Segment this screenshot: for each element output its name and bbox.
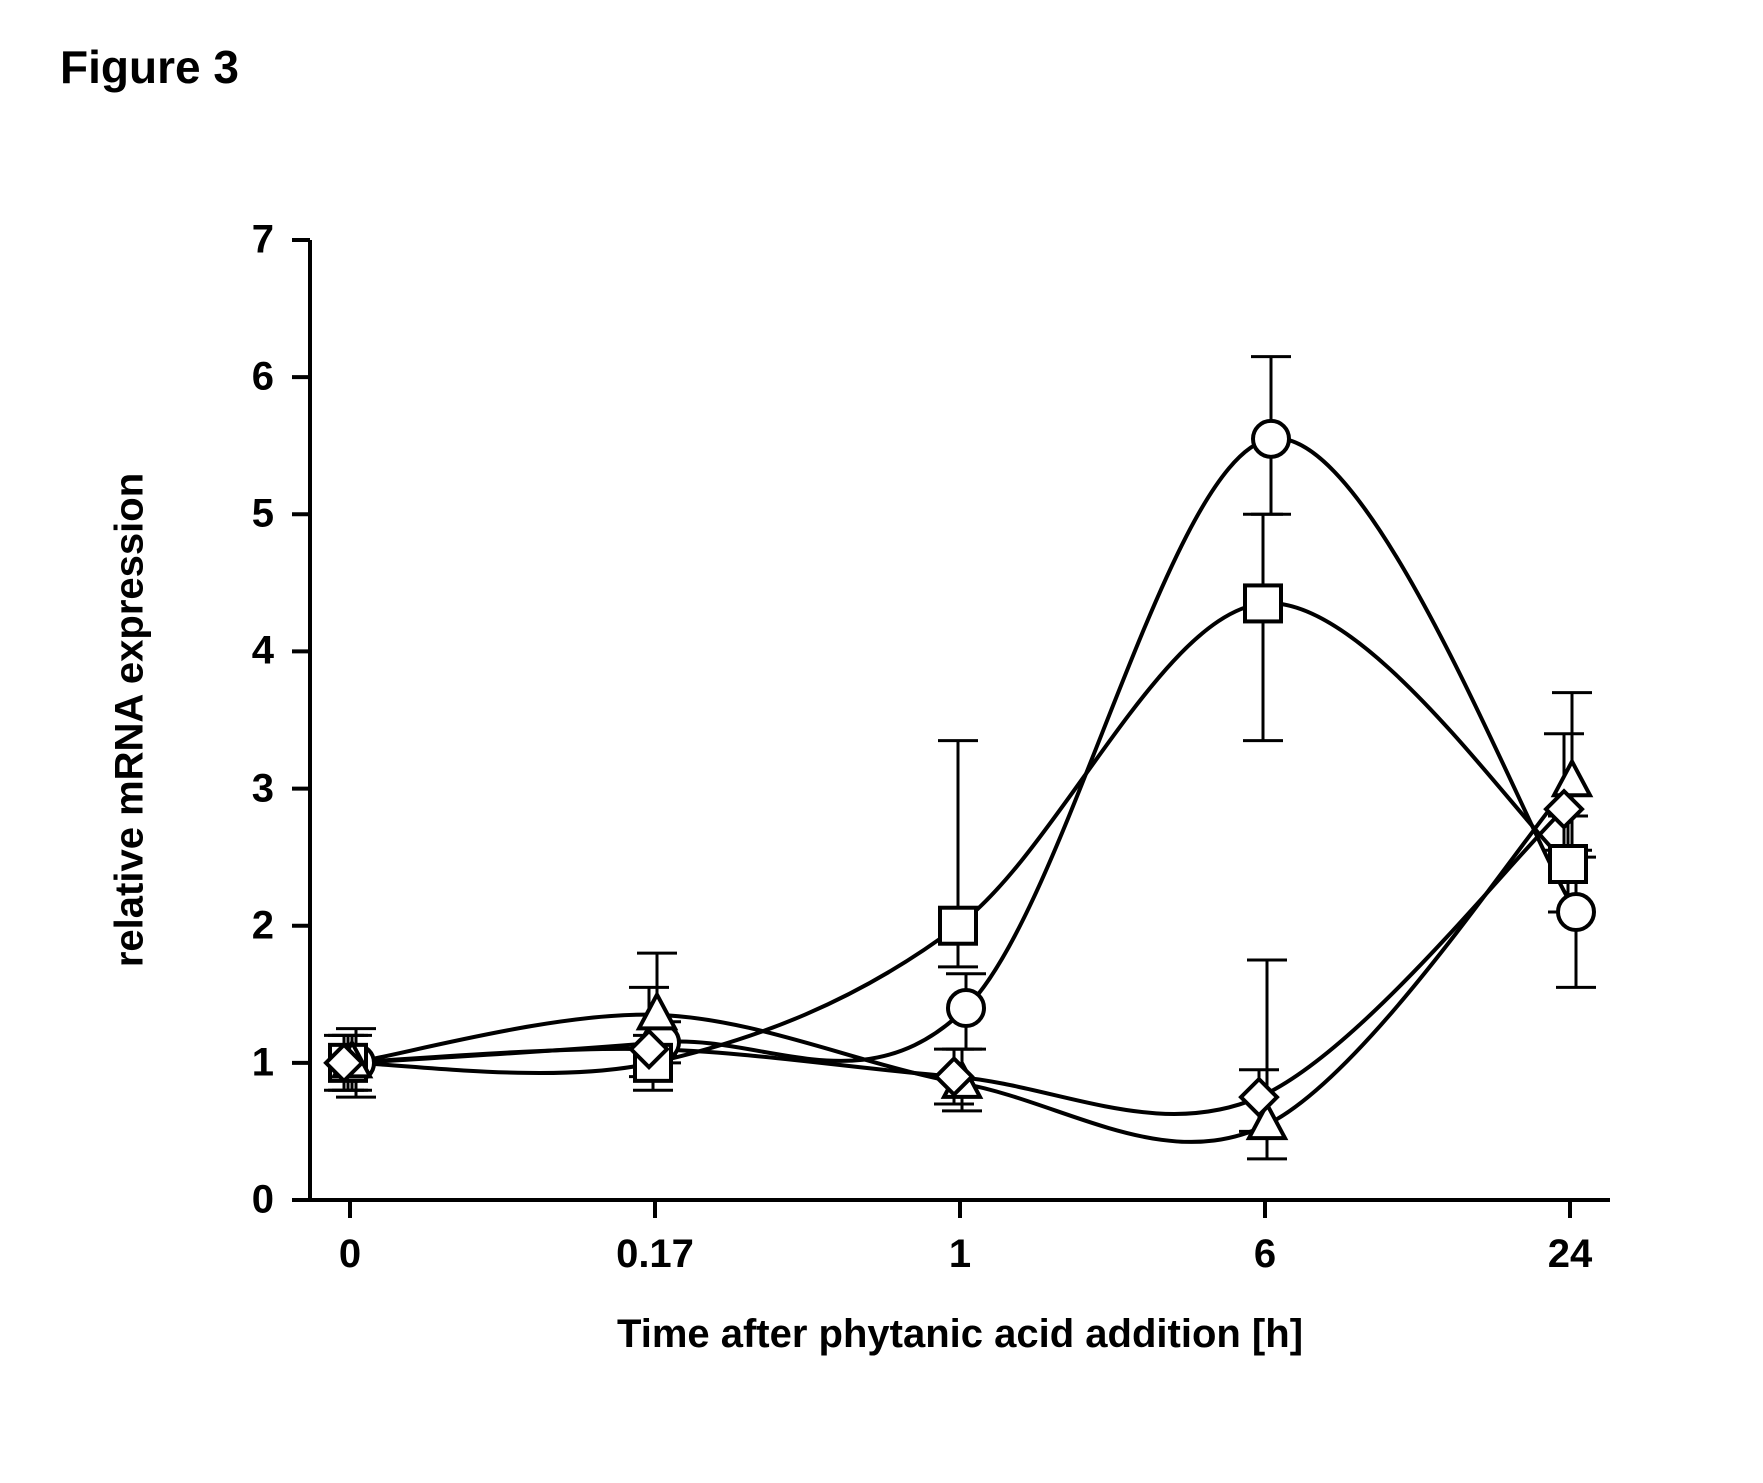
y-axis-label: relative mRNA expression [108, 473, 153, 967]
x-tick-label: 6 [1254, 1232, 1276, 1277]
y-tick-label: 3 [252, 766, 274, 811]
triangle-marker [1554, 761, 1590, 795]
y-tick-label: 4 [252, 629, 274, 674]
chart-svg [290, 230, 1640, 1220]
figure-title: Figure 3 [60, 40, 239, 94]
error-bars [324, 357, 1596, 1159]
y-tick-label: 6 [252, 355, 274, 400]
y-tick-label: 7 [252, 218, 274, 263]
x-axis-label: Time after phytanic acid addition [h] [617, 1312, 1303, 1357]
plot-area [290, 230, 1640, 1220]
y-tick-label: 0 [252, 1178, 274, 1223]
x-tick-label: 0.17 [616, 1232, 694, 1277]
y-tick-label: 1 [252, 1040, 274, 1085]
x-tick-label: 24 [1548, 1232, 1593, 1277]
series-lines [344, 438, 1576, 1142]
square-marker [1245, 585, 1281, 621]
y-tick-label: 2 [252, 903, 274, 948]
circle-marker [1558, 894, 1594, 930]
triangle-marker [639, 995, 675, 1029]
square-marker [940, 908, 976, 944]
series-circle-line [356, 438, 1576, 1062]
x-tick-label: 1 [949, 1232, 971, 1277]
page: Figure 3 relative mRNA expression Time a… [0, 0, 1763, 1483]
x-tick-label: 0 [339, 1232, 361, 1277]
circle-marker [948, 990, 984, 1026]
circle-marker [1253, 421, 1289, 457]
square-marker [1550, 846, 1586, 882]
y-tick-label: 5 [252, 492, 274, 537]
